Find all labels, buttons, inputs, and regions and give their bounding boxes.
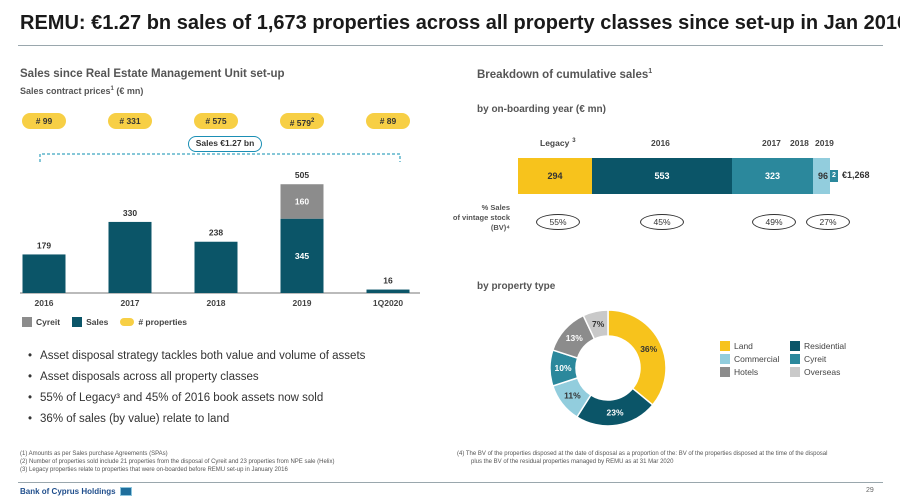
onboarding-segment-2019: 2	[830, 170, 838, 182]
legend-properties-label: # properties	[138, 317, 187, 327]
bar-cyreit-2019	[280, 184, 324, 219]
footnote-1: (1) Amounts as per Sales purchase Agreem…	[20, 451, 168, 457]
donut-legend-label: Cyreit	[804, 354, 827, 364]
page-title: REMU: €1.27 bn sales of 1,673 properties…	[20, 12, 900, 34]
onboarding-year-header: 2019	[815, 138, 834, 148]
donut-legend-item: Overseas	[790, 367, 840, 377]
donut-legend-swatch	[790, 354, 800, 364]
property-count-pill: # 99	[22, 113, 66, 129]
bar-sales-2017	[108, 221, 152, 293]
donut-slice-label: 10%	[554, 363, 571, 373]
property-count-pill: # 331	[108, 113, 152, 129]
donut-legend-swatch	[790, 367, 800, 377]
footer-divider	[18, 482, 883, 483]
sales-bracket	[39, 153, 401, 162]
vintage-pct-ellipse: 27%	[806, 214, 850, 230]
donut-slice-label: 7%	[592, 319, 605, 329]
donut-legend-swatch	[790, 341, 800, 351]
bullet-2: Asset disposals across all property clas…	[28, 371, 259, 383]
annual-sales-bar-chart: 179 2016 330 2017 238 2018 160 345 505 2019 16 1Q20…	[20, 170, 420, 308]
vintage-stock-label: % Sales of vintage stock (BV)⁴	[452, 203, 510, 232]
logo-icon	[119, 487, 132, 496]
donut-slice-label: 36%	[640, 344, 657, 354]
donut-legend-label: Commercial	[734, 354, 780, 364]
total-sales-bubble: Sales €1.27 bn	[188, 136, 262, 152]
right-section-title: Breakdown of cumulative sales1	[477, 68, 653, 81]
donut-legend-label: Overseas	[804, 367, 841, 377]
bar-sales-2019	[280, 218, 324, 293]
property-type-donut: 36% 23% 11% 10% 13% 7%	[549, 309, 667, 427]
donut-slice-label: 11%	[564, 391, 581, 401]
bar-sales-2016	[22, 254, 66, 293]
legend-cyreit-label: Cyreit	[36, 317, 61, 327]
bar-sales-2018	[194, 241, 238, 293]
onboarding-year-header: 2016	[651, 138, 670, 148]
bar-total-label: 238	[209, 228, 223, 238]
donut-slice-label: 23%	[607, 407, 624, 417]
onboarding-year-header: 2018	[790, 138, 809, 148]
donut-legend-label: Residential	[804, 341, 847, 351]
x-tick-label: 2016	[35, 298, 54, 308]
donut-legend-item: Hotels	[720, 367, 758, 377]
bar-total-label: 179	[37, 240, 51, 250]
donut-legend-swatch	[720, 354, 730, 364]
donut-legend-item: Land	[720, 341, 753, 351]
footnote-4: (4) The BV of the properties disposed at…	[457, 451, 828, 465]
x-tick-label: 2019	[293, 298, 312, 308]
legend-properties-swatch	[120, 318, 135, 326]
bar-total-label: 16	[383, 276, 393, 286]
bar-sales-1Q2020	[366, 289, 410, 293]
onboarding-year-header: 2017	[762, 138, 781, 148]
legend-sales-swatch	[72, 317, 83, 327]
donut-legend-swatch	[720, 367, 730, 377]
vintage-pct-ellipse: 55%	[536, 214, 580, 230]
onboarding-segment-2017: 323	[732, 158, 813, 194]
bar-sales-value: 345	[295, 251, 309, 261]
bullet-1: Asset disposal strategy tackles both val…	[28, 350, 365, 362]
title-divider	[18, 45, 883, 46]
property-count-pill: # 5792	[280, 113, 324, 129]
legend-sales-label: Sales	[86, 317, 109, 327]
donut-slice-land	[607, 309, 667, 407]
company-logo: Bank of Cyprus Holdings	[20, 487, 132, 496]
left-chart-legend: Cyreit Sales # properties	[22, 317, 187, 327]
property-count-pill: # 89	[366, 113, 410, 129]
donut-legend-item: Residential	[790, 341, 846, 351]
vintage-pct-ellipse: 49%	[752, 214, 796, 230]
page-number: 29	[866, 487, 874, 494]
x-tick-label: 2017	[121, 298, 140, 308]
onboarding-segment-2018: 96	[813, 158, 830, 194]
x-tick-label: 2018	[207, 298, 226, 308]
donut-legend-swatch	[720, 341, 730, 351]
donut-legend-label: Hotels	[734, 367, 759, 377]
property-count-pill: # 575	[194, 113, 238, 129]
legend-cyreit-swatch	[22, 317, 32, 327]
onboarding-title: by on-boarding year (€ mn)	[477, 104, 606, 115]
bar-total-label: 330	[123, 208, 137, 218]
onboarding-segment-Legacy: 294	[518, 158, 592, 194]
footnotes-left: (1) Amounts as per Sales purchase Agreem…	[20, 450, 334, 474]
onboarding-stacked-bar: 294 553 323 96 2	[518, 158, 838, 194]
footnote-2: (2) Number of properties sold include 21…	[20, 459, 335, 465]
onboarding-segment-2016: 553	[592, 158, 732, 194]
bar-cyreit-value: 160	[295, 196, 309, 206]
bar-total-label: 505	[295, 170, 309, 180]
donut-legend-label: Land	[734, 341, 753, 351]
left-section-title: Sales since Real Estate Management Unit …	[20, 68, 285, 80]
vintage-pct-ellipse: 45%	[640, 214, 684, 230]
footnote-3: (3) Legacy properties relate to properti…	[20, 467, 288, 473]
onboarding-year-header: Legacy 3	[540, 138, 576, 148]
donut-legend-item: Cyreit	[790, 354, 826, 364]
property-type-title: by property type	[477, 281, 556, 292]
onboarding-total: €1,268	[842, 170, 870, 180]
donut-legend-item: Commercial	[720, 354, 779, 364]
bullet-4: 36% of sales (by value) relate to land	[28, 413, 229, 425]
left-subtitle: Sales contract prices1 (€ mn)	[20, 86, 144, 96]
x-tick-label: 1Q2020	[373, 298, 404, 308]
bullet-3: 55% of Legacy³ and 45% of 2016 book asse…	[28, 392, 323, 404]
donut-slice-overseas	[582, 309, 609, 341]
donut-slice-label: 13%	[566, 333, 583, 343]
